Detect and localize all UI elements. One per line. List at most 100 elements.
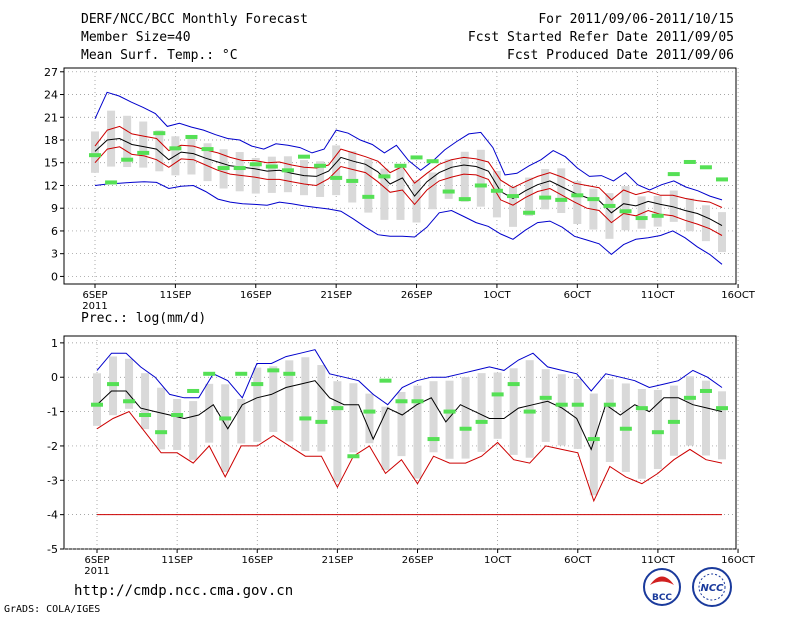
forecast-marker [619,426,632,431]
bcc-logo-swoosh [650,576,674,585]
spread-box [381,406,390,470]
forecast-marker [683,395,696,400]
forecast-started-date: Fcst Started Refer Date 2011/09/05 [467,30,734,45]
spread-box [637,388,646,479]
forecast-marker [362,194,375,199]
forecast-marker [139,413,152,418]
ncc-logo-inner [698,573,726,601]
series-line-upper [94,125,723,208]
forecast-marker [411,399,424,404]
series-line-mean [94,137,723,227]
spread-box [653,195,662,227]
forecast-produced-date: Fcst Produced Date 2011/09/06 [507,48,734,63]
y-tick-label: 21 [44,111,58,124]
forecast-marker [153,131,166,136]
y-tick-label: 24 [44,89,58,102]
x-tick-label: 26SEP [402,555,433,566]
y-tick-label: 15 [44,157,58,170]
forecast-marker [699,388,712,393]
x-tick-label: 16OCT [721,290,756,301]
spread-box [317,365,326,452]
spread-box [235,152,244,192]
forecast-marker [459,426,472,431]
forecast-marker [490,188,503,193]
forecast-marker [251,382,264,387]
spread-box [557,168,566,214]
spread-box [203,143,212,182]
spread-box [701,380,710,456]
y-tick-label: 6 [51,225,58,238]
forecast-marker [587,437,600,442]
forecast-marker [298,154,310,159]
forecast-marker [571,402,584,407]
spread-box [173,398,182,450]
forecast-marker [619,209,632,214]
y-tick-label: 12 [44,179,58,192]
forecast-marker [491,392,504,397]
y-tick-label: -2 [47,440,58,453]
x-tick-label: 6SEP [84,555,109,566]
spread-box [685,376,694,446]
forecast-marker [571,193,584,198]
spread-box [718,212,726,253]
source-url[interactable]: http://cmdp.ncc.cma.gov.cn [74,583,294,599]
y-tick-label: 1 [51,337,58,350]
forecast-marker [314,163,327,168]
series-line-max [94,91,723,201]
spread-box [333,381,342,482]
forecast-marker [107,382,120,387]
forecast-marker [281,168,294,173]
bcc-logo-text: BCC [652,593,672,603]
forecast-marker [187,388,200,393]
forecast-marker [395,399,408,404]
y-tick-label: 27 [44,66,58,79]
spread-box [349,383,358,453]
x-tick-label: 11SEP [160,290,191,301]
forecast-marker [539,195,552,200]
y-tick-label: -4 [47,509,58,522]
forecast-marker [716,406,728,411]
forecast-marker [330,175,343,180]
forecast-marker [299,416,312,421]
y-tick-label: -5 [47,543,58,556]
forecast-marker [442,189,455,194]
forecast-marker [347,454,360,459]
series-line-min [94,181,723,265]
spread-box [605,193,614,239]
forecast-marker [233,166,246,171]
spread-box [444,159,453,199]
forecast-marker [667,419,680,424]
forecast-marker [363,409,376,414]
y-tick-label: -1 [47,406,58,419]
series-line-lower [94,146,723,236]
spread-box [300,160,308,196]
spread-box [477,373,486,452]
spread-box [396,166,405,220]
forecast-marker [89,153,101,158]
spread-box [653,389,662,470]
forecast-marker [667,172,680,177]
y-tick-label: 9 [51,202,58,215]
forecast-marker [217,166,230,171]
forecast-marker [203,371,216,376]
ncc-logo-text: NCC [700,583,724,594]
forecast-marker [219,416,232,421]
x-tick-label: 16SEP [240,290,271,301]
forecast-marker [185,134,198,139]
spread-box [125,358,134,409]
spread-box [460,151,469,202]
x-tick-label: 11SEP [161,555,192,566]
forecast-marker [346,178,359,183]
y-tick-label: 0 [51,371,58,384]
spread-box [525,177,534,217]
x-tick-label: 26SEP [401,290,432,301]
y-tick-label: 0 [51,270,58,283]
spread-box [476,149,485,207]
spread-box [93,373,101,426]
forecast-marker [603,402,616,407]
forecast-marker [507,194,519,199]
member-size: Member Size=40 [81,30,191,45]
spread-box [380,168,389,220]
forecast-marker [716,177,728,182]
series-line-min [96,410,723,503]
